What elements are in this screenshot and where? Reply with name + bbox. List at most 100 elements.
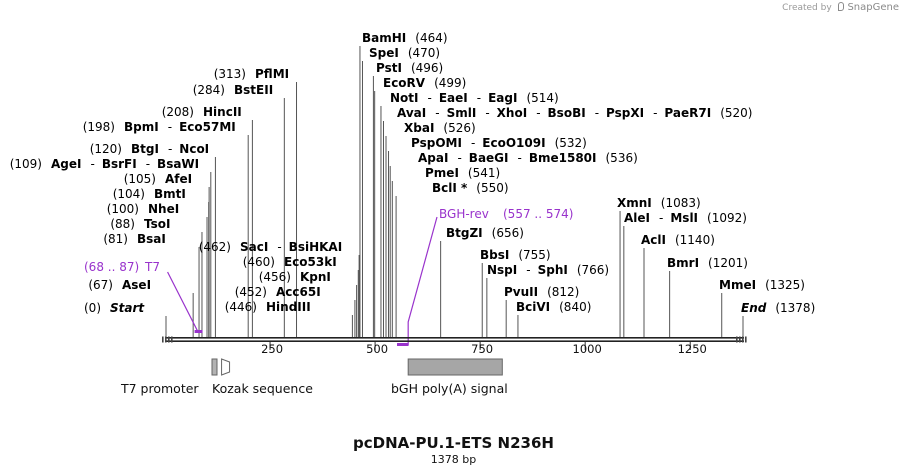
enzyme-name: SmlI [447, 106, 477, 120]
site-position-hindiii: (446) [225, 300, 257, 314]
enzyme-name: SpeI [369, 46, 399, 60]
site-position-xmni: (1083) [661, 196, 701, 210]
enzyme-name: KpnI [300, 270, 331, 284]
site-label-avai: AvaI - SmlI - XhoI - BsoBI - PspXI - PaeR7I (520) [397, 106, 752, 120]
primer-range-bgh-rev: (557 .. 574) [503, 207, 573, 221]
enzyme-name: PstI [376, 61, 402, 75]
backbone-start-cap [171, 336, 173, 343]
name-separator: - [428, 91, 432, 105]
site-position-noti: (514) [526, 91, 558, 105]
site-position-end: (1378) [775, 301, 815, 315]
enzyme-name: BsoBI [548, 106, 586, 120]
name-separator: - [653, 106, 657, 120]
site-position-kpni: (456) [259, 270, 291, 284]
site-position-agei: (109) [10, 157, 42, 171]
enzyme-name: AgeI [51, 157, 81, 171]
site-position-btgi: (120) [90, 142, 122, 156]
enzyme-name: XbaI [404, 121, 434, 135]
backbone-start-cap [165, 336, 167, 343]
tick-label-500: 500 [366, 342, 388, 356]
site-position-btgzi: (656) [492, 226, 524, 240]
site-labels: (0) Start (67) AseI (81) BsaI(88) TsoI (100) Nhe… [10, 31, 816, 315]
tick-label-1250: 1250 [678, 342, 707, 356]
enzyme-name: BsaWI [157, 157, 199, 171]
site-position-bsai: (81) [103, 232, 128, 246]
backbone-start-cap [162, 336, 164, 343]
enzyme-name: TsoI [144, 217, 170, 231]
enzyme-name: AclI [641, 233, 666, 247]
site-position-afei: (105) [124, 172, 156, 186]
site-position-alei: (1092) [707, 211, 747, 225]
site-position-bamhi: (464) [415, 31, 447, 45]
site-label-btgi: (120) BtgI - NcoI [90, 142, 209, 156]
enzyme-name: BsaI [137, 232, 166, 246]
enzyme-name: BsrFI [102, 157, 137, 171]
feature-label-kozak: Kozak sequence [212, 381, 313, 396]
enzyme-name: XmnI [617, 196, 652, 210]
site-label-hincii: (208) HincII [162, 105, 242, 119]
site-label-bcli: BclI * (550) [432, 181, 509, 195]
primer-range-t7: (68 .. 87) [84, 260, 139, 274]
enzyme-name: BclI * [432, 181, 468, 195]
name-separator: - [277, 240, 281, 254]
site-position-hincii: (208) [162, 105, 194, 119]
site-position-ecorv: (499) [434, 76, 466, 90]
primer-bar-t7 [194, 330, 203, 333]
site-label-bsai: (81) BsaI [103, 232, 166, 246]
site-position-avai: (520) [720, 106, 752, 120]
site-position-saci: (462) [199, 240, 231, 254]
enzyme-name: NspI [487, 263, 517, 277]
primer-leader-bgh-rev [397, 216, 438, 346]
plasmid-linear-map: (68 .. 87) T7 BGH-rev (557 .. 574) 250 500 75… [10, 31, 816, 396]
enzyme-name: BtgI [131, 142, 159, 156]
feature-layer: T7 promoter Kozak sequence bGH poly(A) sig… [120, 358, 508, 396]
site-label-bamhi: BamHI (464) [362, 31, 448, 45]
name-separator: - [168, 142, 172, 156]
site-label-btgzi: BtgZI (656) [446, 226, 524, 240]
site-label-kpni: (456) KpnI [259, 270, 331, 284]
site-label-acc65i: (452) Acc65I [235, 285, 321, 299]
enzyme-name: MmeI [719, 278, 756, 292]
site-position-pflmi: (313) [214, 67, 246, 81]
enzyme-name: EaeI [439, 91, 468, 105]
site-label-xmni: XmnI (1083) [617, 196, 701, 210]
enzyme-name: MslI [670, 211, 698, 225]
enzyme-name: NheI [148, 202, 179, 216]
site-position-eco53ki: (460) [243, 255, 275, 269]
site-position-asei: (67) [88, 278, 113, 292]
name-separator: - [435, 106, 439, 120]
feature-t7-promoter: T7 promoter [120, 358, 231, 396]
site-label-asei: (67) AseI [88, 278, 151, 292]
enzyme-name: BaeGI [469, 151, 509, 165]
primer-t7: (68 .. 87) T7 [84, 260, 203, 333]
backbone-end-cap [745, 336, 747, 343]
enzyme-name: XhoI [497, 106, 528, 120]
site-position-pmei: (541) [468, 166, 500, 180]
site-leader-lines [165, 46, 744, 337]
site-position-tsoi: (88) [110, 217, 135, 231]
site-label-bbsi: BbsI (755) [480, 248, 551, 262]
site-label-bmri: BmrI (1201) [667, 256, 748, 270]
site-label-bpmi: (198) BpmI - Eco57MI [83, 120, 236, 134]
site-label-eco53ki: (460) Eco53kI [243, 255, 337, 269]
site-position-nspi: (766) [577, 263, 609, 277]
enzyme-name: BciVI [516, 300, 550, 314]
name-separator: - [168, 120, 172, 134]
enzyme-name: BbsI [480, 248, 509, 262]
backbone-bottom-strand [165, 340, 744, 342]
name-separator: - [477, 91, 481, 105]
feature-box-bgh-polya [407, 358, 503, 376]
site-position-spei: (470) [408, 46, 440, 60]
site-label-saci: (462) SacI - BsiHKAI [199, 240, 342, 254]
enzyme-name: NcoI [179, 142, 209, 156]
enzyme-name: Eco53kI [284, 255, 337, 269]
primer-name-bgh-rev: BGH-rev [439, 207, 489, 221]
enzyme-name: SacI [240, 240, 268, 254]
name-separator: - [90, 157, 94, 171]
tick-label-750: 750 [471, 342, 493, 356]
primer-layer: (68 .. 87) T7 BGH-rev (557 .. 574) [84, 207, 573, 346]
feature-label-t7-promoter: T7 promoter [120, 381, 199, 396]
site-label-bcivi: BciVI (840) [516, 300, 591, 314]
enzyme-name: BsiHKAI [289, 240, 343, 254]
enzyme-name: PspXI [606, 106, 644, 120]
